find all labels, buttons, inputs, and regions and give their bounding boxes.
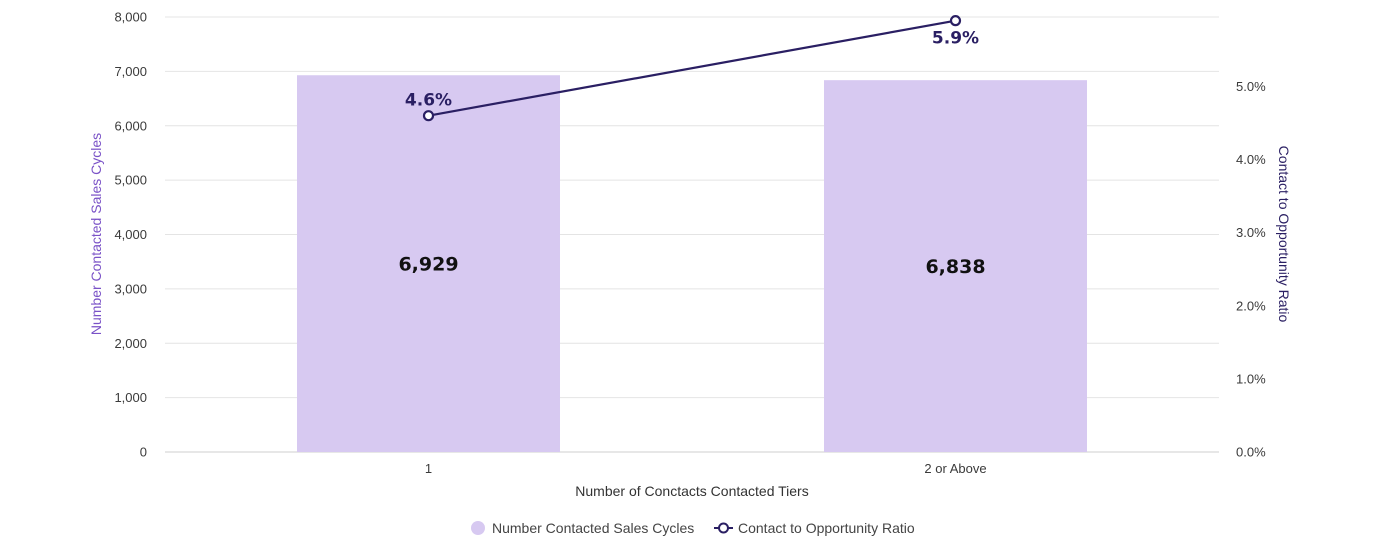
line-point[interactable] <box>949 15 962 27</box>
x-axis-ticks: 1 2 or Above <box>425 461 987 476</box>
y-tick-label: 1,000 <box>114 390 147 405</box>
bar-value-labels: 6,929 6,838 <box>398 254 985 278</box>
legend: Number Contacted Sales Cycles Contact to… <box>471 520 915 536</box>
x-tick-label: 2 or Above <box>924 461 986 476</box>
right-y-axis-ticks: 0.0% 1.0% 2.0% 3.0% 4.0% 5.0% <box>1236 79 1266 460</box>
y-tick-label: 3,000 <box>114 281 147 296</box>
legend-line-marker-icon <box>718 522 729 534</box>
legend-bar-swatch-icon <box>471 521 485 535</box>
y2-tick-label: 1.0% <box>1236 371 1266 386</box>
series-line <box>428 19 956 117</box>
legend-bar-label: Number Contacted Sales Cycles <box>492 520 694 536</box>
y2-tick-label: 2.0% <box>1236 298 1266 313</box>
y-tick-label: 6,000 <box>114 118 147 133</box>
y-tick-label: 8,000 <box>114 10 147 25</box>
y2-tick-label: 4.0% <box>1236 152 1266 167</box>
y-tick-label: 7,000 <box>114 64 147 79</box>
line-value-label: 5.9% <box>932 29 979 49</box>
y2-tick-label: 3.0% <box>1236 225 1266 240</box>
bar-value-label: 6,838 <box>925 256 985 278</box>
left-y-axis-title: Number Contacted Sales Cycles <box>88 133 104 335</box>
bar[interactable] <box>297 75 560 452</box>
bar-series <box>297 75 1087 452</box>
x-tick-label: 1 <box>425 461 432 476</box>
y2-tick-label: 0.0% <box>1236 445 1266 460</box>
legend-item-line[interactable]: Contact to Opportunity Ratio <box>714 520 915 536</box>
y-tick-label: 5,000 <box>114 173 147 188</box>
y-tick-label: 4,000 <box>114 227 147 242</box>
y-tick-label: 0 <box>140 445 147 460</box>
y2-tick-label: 5.0% <box>1236 79 1266 94</box>
line-value-label: 4.6% <box>405 91 452 111</box>
line-series: 4.6% 5.9% <box>405 15 979 122</box>
y-tick-label: 2,000 <box>114 336 147 351</box>
x-axis-title: Number of Conctacts Contacted Tiers <box>575 483 808 499</box>
bar-value-label: 6,929 <box>398 254 458 276</box>
right-y-axis-title: Contact to Opportunity Ratio <box>1276 146 1292 323</box>
line-point[interactable] <box>422 110 435 122</box>
legend-item-bars[interactable]: Number Contacted Sales Cycles <box>471 520 694 536</box>
legend-line-label: Contact to Opportunity Ratio <box>738 520 915 536</box>
bar[interactable] <box>824 80 1087 452</box>
left-y-axis-ticks: 0 1,000 2,000 3,000 4,000 5,000 6,000 7,000 8,00… <box>114 10 147 460</box>
